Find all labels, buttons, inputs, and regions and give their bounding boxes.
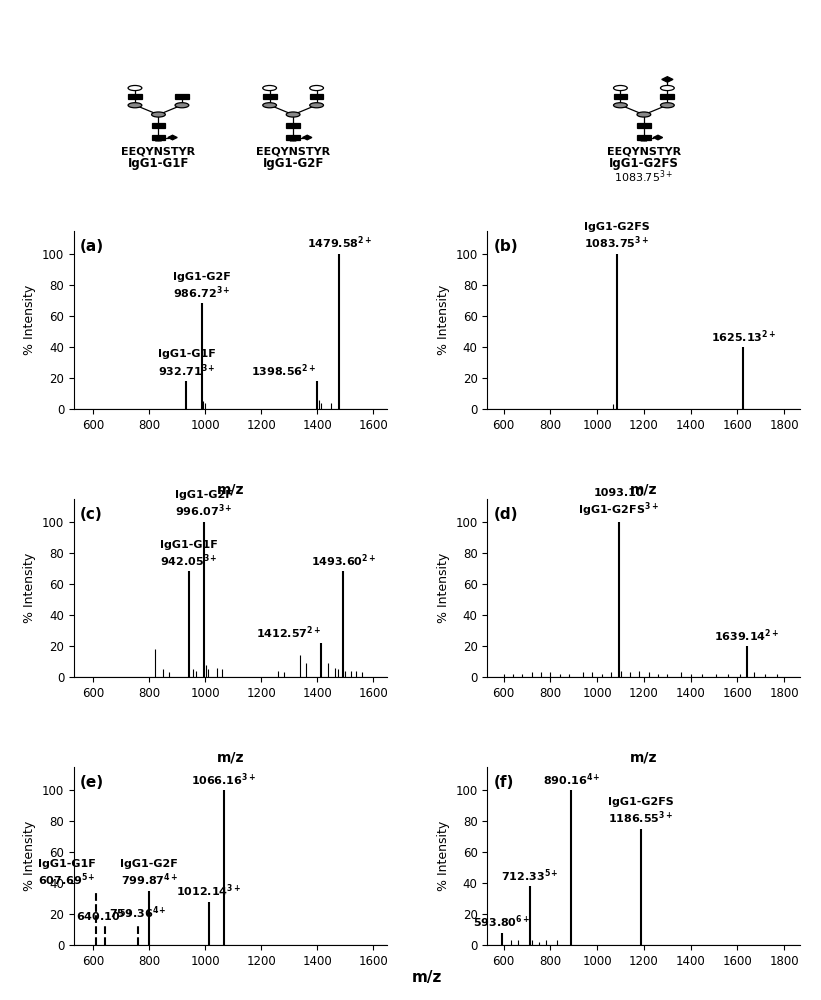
Bar — [287, 123, 300, 128]
Text: IgG1-G2F
996.07$^{3+}$: IgG1-G2F 996.07$^{3+}$ — [176, 490, 233, 519]
Bar — [660, 94, 674, 99]
Circle shape — [310, 103, 323, 108]
Text: 712.33$^{5+}$: 712.33$^{5+}$ — [501, 867, 559, 884]
Text: IgG1-G1F
607.69$^{5+}$: IgG1-G1F 607.69$^{5+}$ — [38, 859, 95, 888]
Text: IgG1-G2F: IgG1-G2F — [263, 157, 323, 170]
Text: IgG1-G1F
932.71$^{3+}$: IgG1-G1F 932.71$^{3+}$ — [158, 349, 215, 379]
Text: (a): (a) — [80, 239, 104, 254]
Text: m/z: m/z — [631, 751, 658, 765]
Text: 1493.60$^{2+}$: 1493.60$^{2+}$ — [310, 553, 376, 569]
Bar — [637, 135, 651, 140]
Y-axis label: % Intensity: % Intensity — [437, 553, 450, 623]
Text: IgG1-G2FS
1186.55$^{3+}$: IgG1-G2FS 1186.55$^{3+}$ — [608, 797, 673, 826]
Text: IgG1-G2FS: IgG1-G2FS — [609, 157, 679, 170]
Text: (c): (c) — [80, 507, 103, 522]
Text: 1412.57$^{2+}$: 1412.57$^{2+}$ — [255, 624, 321, 641]
Bar — [152, 123, 165, 128]
Text: 1639.14$^{2+}$: 1639.14$^{2+}$ — [713, 627, 779, 644]
Text: IgG1-G2F
799.87$^{4+}$: IgG1-G2F 799.87$^{4+}$ — [121, 859, 178, 888]
Bar — [263, 94, 277, 99]
Text: 1093.10
IgG1-G2FS$^{3+}$: 1093.10 IgG1-G2FS$^{3+}$ — [579, 488, 659, 519]
Y-axis label: % Intensity: % Intensity — [437, 285, 450, 355]
Text: 1083.75$^{3+}$: 1083.75$^{3+}$ — [614, 169, 673, 185]
Circle shape — [263, 103, 277, 108]
Polygon shape — [640, 138, 647, 141]
Text: 1625.13$^{2+}$: 1625.13$^{2+}$ — [710, 328, 776, 345]
Bar — [310, 94, 323, 99]
Text: (f): (f) — [493, 775, 514, 790]
Text: 640.10$^{5+}$: 640.10$^{5+}$ — [76, 907, 134, 924]
Text: 1479.58$^{2+}$: 1479.58$^{2+}$ — [307, 235, 372, 251]
Circle shape — [152, 112, 165, 117]
Circle shape — [128, 85, 142, 91]
Circle shape — [310, 85, 323, 91]
Polygon shape — [290, 138, 296, 141]
Text: 890.16$^{4+}$: 890.16$^{4+}$ — [543, 771, 600, 788]
Y-axis label: % Intensity: % Intensity — [23, 285, 36, 355]
Y-axis label: % Intensity: % Intensity — [23, 553, 36, 623]
Circle shape — [637, 112, 651, 117]
Bar — [613, 94, 627, 99]
Text: IgG1-G2FS
1083.75$^{3+}$: IgG1-G2FS 1083.75$^{3+}$ — [584, 222, 649, 251]
Bar — [637, 123, 651, 128]
Text: IgG1-G2F
986.72$^{3+}$: IgG1-G2F 986.72$^{3+}$ — [172, 272, 231, 301]
Text: EEQYNSTYR: EEQYNSTYR — [607, 147, 681, 157]
Bar — [175, 94, 189, 99]
Polygon shape — [662, 77, 673, 82]
Circle shape — [660, 103, 674, 108]
Circle shape — [613, 103, 627, 108]
Text: m/z: m/z — [631, 483, 658, 497]
Y-axis label: % Intensity: % Intensity — [437, 821, 450, 891]
Text: m/z: m/z — [412, 970, 442, 985]
Text: 1066.16$^{3+}$: 1066.16$^{3+}$ — [191, 771, 256, 788]
Text: EEQYNSTYR: EEQYNSTYR — [122, 147, 195, 157]
Text: 759.36$^{4+}$: 759.36$^{4+}$ — [109, 904, 167, 921]
Text: EEQYNSTYR: EEQYNSTYR — [256, 147, 330, 157]
Text: IgG1-G1F: IgG1-G1F — [128, 157, 189, 170]
Circle shape — [175, 103, 189, 108]
Text: 1012.14$^{3+}$: 1012.14$^{3+}$ — [176, 883, 241, 899]
Bar — [152, 135, 165, 140]
Circle shape — [613, 85, 627, 91]
Text: m/z: m/z — [217, 483, 244, 497]
Polygon shape — [155, 138, 162, 141]
Text: (e): (e) — [80, 775, 104, 790]
Circle shape — [128, 103, 142, 108]
Bar — [128, 94, 142, 99]
Circle shape — [287, 112, 300, 117]
Polygon shape — [654, 135, 663, 140]
Text: (b): (b) — [493, 239, 518, 254]
Text: IgG1-G1F
942.05$^{3+}$: IgG1-G1F 942.05$^{3+}$ — [160, 540, 218, 569]
Text: (d): (d) — [493, 507, 518, 522]
Y-axis label: % Intensity: % Intensity — [23, 821, 36, 891]
Text: 1398.56$^{2+}$: 1398.56$^{2+}$ — [251, 362, 317, 379]
Bar — [287, 135, 300, 140]
Circle shape — [660, 85, 674, 91]
Polygon shape — [167, 135, 177, 140]
Polygon shape — [302, 135, 312, 140]
Text: m/z: m/z — [217, 751, 244, 765]
Text: 593.80$^{6+}$: 593.80$^{6+}$ — [474, 914, 531, 930]
Circle shape — [263, 85, 277, 91]
